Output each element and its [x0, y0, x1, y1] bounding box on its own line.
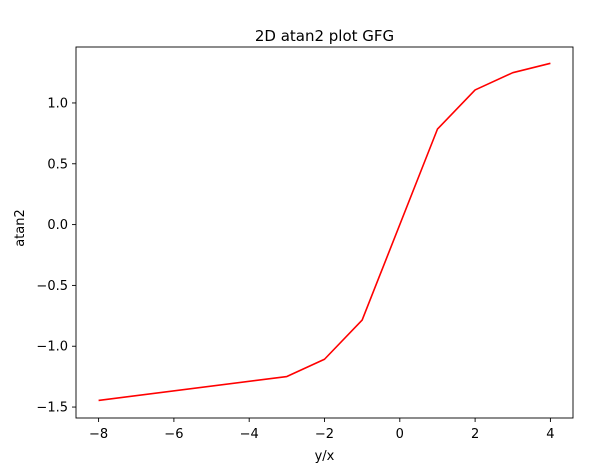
- y-tick-label-3: 0.0: [47, 218, 68, 233]
- y-axis-label: atan2: [13, 209, 28, 247]
- x-tick-label-5: 2: [471, 427, 479, 442]
- x-tick-label-2: −4: [240, 427, 259, 442]
- plot-area: −8 −6 −4 −2 0 2 4 −1.5 −1.0 −0.5 0.0 0.5 1.0: [36, 46, 574, 442]
- y-tick-label-1: −1.0: [36, 340, 68, 355]
- x-tick-label-0: −8: [89, 427, 108, 442]
- y-tick-label-5: 1.0: [47, 96, 68, 111]
- series-line-0: [98, 62, 551, 402]
- x-tick-label-3: −2: [315, 427, 334, 442]
- x-axis-label: y/x: [315, 449, 335, 464]
- plot-frame: [75, 46, 574, 419]
- y-tick-label-2: −0.5: [36, 279, 68, 294]
- y-tick-label-0: −1.5: [36, 401, 68, 416]
- y-tick-label-4: 0.5: [47, 157, 68, 172]
- x-tick-label-1: −6: [164, 427, 183, 442]
- chart-title: 2D atan2 plot GFG: [255, 27, 394, 45]
- x-tick-label-4: 0: [396, 427, 404, 442]
- x-tick-label-6: 4: [546, 427, 554, 442]
